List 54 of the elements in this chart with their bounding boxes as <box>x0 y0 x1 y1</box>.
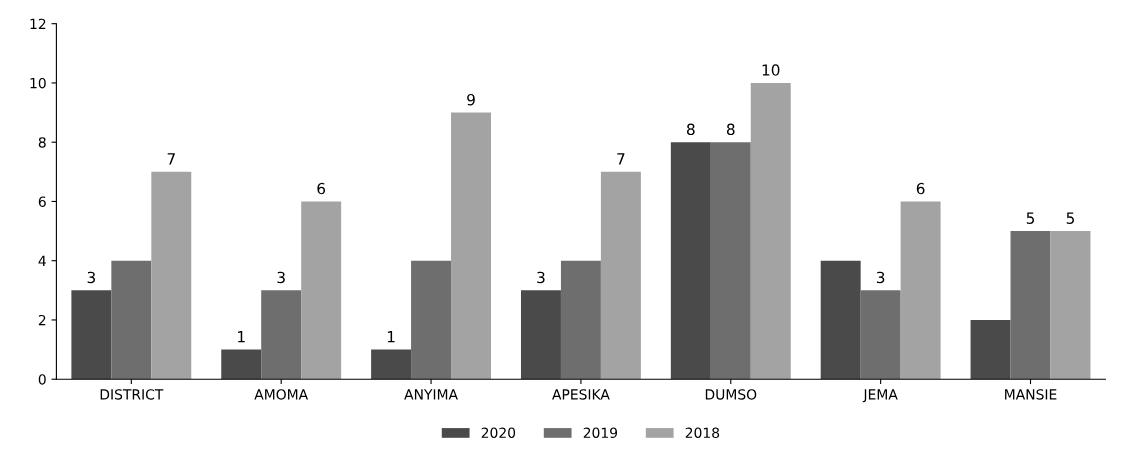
data-label: 8 <box>687 123 695 136</box>
bar <box>151 171 192 380</box>
data-label: 9 <box>467 93 475 106</box>
legend-label: 2018 <box>685 427 720 438</box>
bar <box>710 142 751 380</box>
y-tick-label: 2 <box>38 314 46 326</box>
y-tick-label: 6 <box>38 196 46 207</box>
bar <box>301 201 342 380</box>
data-label: 3 <box>87 271 95 284</box>
y-tick-label: 0 <box>38 374 46 385</box>
x-tick-label: DUMSO <box>705 389 757 400</box>
bar <box>860 290 901 380</box>
y-tick-label: 10 <box>30 77 46 89</box>
bar <box>970 319 1011 380</box>
x-tick-label: ANYIMA <box>404 389 458 400</box>
bar <box>820 260 861 380</box>
data-label: 5 <box>1026 212 1035 224</box>
data-label: 5 <box>1066 212 1074 224</box>
bar <box>750 82 791 380</box>
bar <box>71 290 112 380</box>
legend-label: 2020 <box>481 427 516 438</box>
data-label: 3 <box>277 271 285 284</box>
data-label: 7 <box>167 153 175 165</box>
bar <box>600 171 641 380</box>
legend-label: 2019 <box>583 427 618 438</box>
x-tick-label: AMOMA <box>254 389 309 400</box>
bar <box>900 201 941 380</box>
data-label: 6 <box>916 182 925 195</box>
bar <box>261 290 302 380</box>
data-label: 6 <box>317 182 326 195</box>
data-label: 1 <box>387 331 395 343</box>
x-tick-label: DISTRICT <box>100 389 164 400</box>
data-label: 1 <box>238 331 245 343</box>
data-label: 7 <box>617 153 625 165</box>
data-label: 3 <box>876 271 885 284</box>
x-tick-label: APESIKA <box>552 389 610 400</box>
bar <box>560 260 601 380</box>
x-tick-label: JEMA <box>862 389 898 403</box>
bar <box>111 260 152 380</box>
bar <box>451 112 491 380</box>
y-tick-label: 4 <box>38 255 46 266</box>
data-label: 3 <box>537 271 545 284</box>
bar <box>670 142 711 380</box>
bar <box>1050 231 1091 380</box>
y-tick-label: 8 <box>38 137 46 148</box>
data-label: 10 <box>762 64 780 76</box>
x-tick-label: MANSIE <box>1005 389 1057 400</box>
y-tick-label: 12 <box>30 18 46 29</box>
bar <box>411 260 452 380</box>
data-label: 8 <box>726 123 735 136</box>
bar <box>1010 231 1051 380</box>
bar <box>520 290 561 380</box>
bar <box>221 349 262 380</box>
bar <box>371 349 412 380</box>
